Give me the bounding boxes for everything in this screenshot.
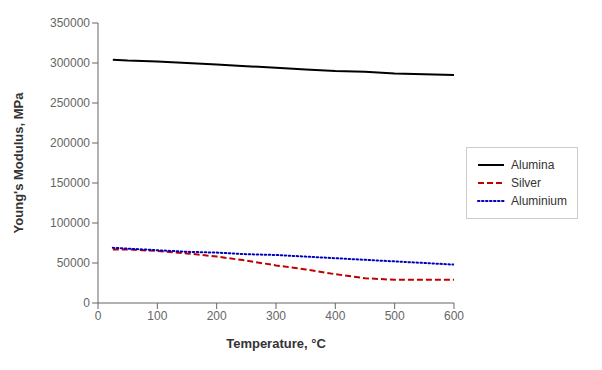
- svg-text:600: 600: [444, 309, 464, 323]
- svg-text:Young's Modulus, MPa: Young's Modulus, MPa: [11, 92, 26, 234]
- svg-text:400: 400: [325, 309, 345, 323]
- svg-text:50000: 50000: [57, 256, 91, 270]
- svg-text:350000: 350000: [50, 16, 90, 30]
- svg-text:0: 0: [83, 296, 90, 310]
- svg-text:250000: 250000: [50, 96, 90, 110]
- svg-text:Temperature, °C: Temperature, °C: [226, 336, 326, 351]
- svg-text:200000: 200000: [50, 136, 90, 150]
- html-text:Aluminium: Aluminium: [511, 194, 567, 208]
- svg-text:150000: 150000: [50, 176, 90, 190]
- svg-text:100000: 100000: [50, 216, 90, 230]
- svg-text:300000: 300000: [50, 56, 90, 70]
- svg-text:300: 300: [266, 309, 286, 323]
- svg-text:0: 0: [95, 309, 102, 323]
- html-text:Silver: Silver: [511, 176, 541, 190]
- svg-text:100: 100: [147, 309, 167, 323]
- svg-text:500: 500: [385, 309, 405, 323]
- svg-text:200: 200: [207, 309, 227, 323]
- html-text:Alumina: Alumina: [511, 158, 555, 172]
